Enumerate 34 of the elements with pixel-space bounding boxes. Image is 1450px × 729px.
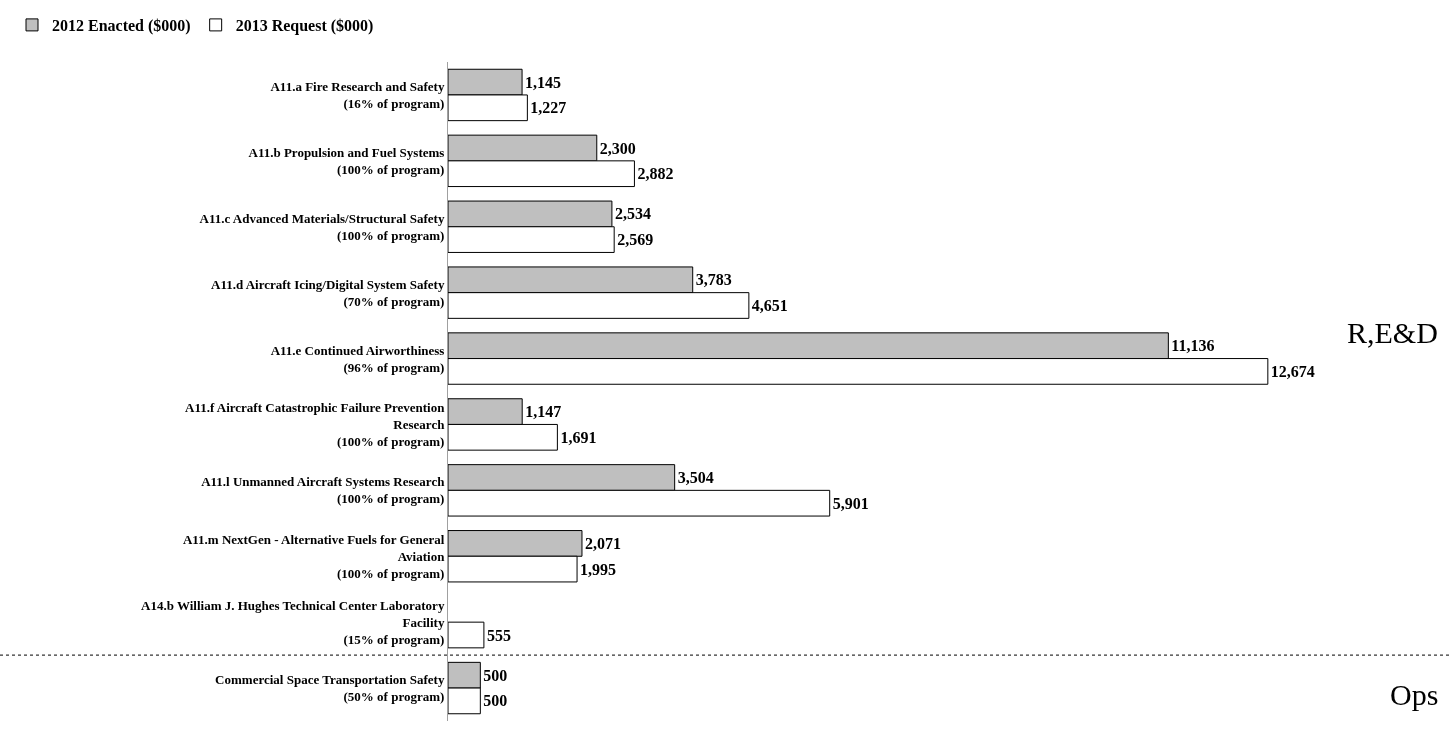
y-tick-label: A11.m NextGen - Alternative Fuels for General Aviation (100% of program) [182,531,446,581]
y-tick-label: Commercial Space Transportation Safety (50% of program) [215,672,445,705]
legend-label: 2013 Request ($000) [235,17,374,36]
data-label: 1,227 [530,99,567,117]
data-label: 4,651 [751,297,788,314]
text: R,E&D [1347,316,1438,349]
data-label: 3,783 [695,271,732,289]
data-label: 2,882 [637,165,674,183]
y-tick-label: A11.e Continued Airworthiness (96% of program) [270,342,445,375]
data-label: 2,071 [584,534,621,552]
legend-label: 2012 Enacted ($000) [52,17,191,36]
data-label: 2,534 [614,205,651,223]
data-label: 12,674 [1270,362,1315,380]
bar [448,621,485,649]
y-tick-label: A11.f Aircraft Catastrophic Failure Prevention Research (100% of program) [185,400,446,449]
text: Ops [1390,678,1439,711]
data-label: 1,145 [525,73,562,91]
y-tick-label: A11.a Fire Research and Safety (16% of program) [270,79,445,111]
y-tick-label: A11.d Aircraft Icing/Digital System Safety (70% of program) [211,276,445,309]
y-tick-label: A11.b Propulsion and Fuel Systems (100% of program) [248,144,445,177]
y-tick-label: A11.c Advanced Materials/Structural Safety (100% of program) [199,210,445,243]
y-tick-label: A14.b William J. Hughes Technical Center Laboratory Facility (15% of program) [141,597,445,647]
data-label: 555 [486,626,511,644]
y-tick-label: A11.l Unmanned Aircraft Systems Research (100% of program) [201,474,446,507]
data-label: 2,569 [617,231,654,249]
data-label: 11,136 [1171,337,1215,355]
data-label: 3,504 [677,469,714,486]
data-label: 500 [483,692,508,710]
data-label: 500 [483,666,508,684]
data-label: 2,300 [599,139,636,157]
data-label: 1,147 [525,403,562,421]
data-label: 5,901 [832,494,869,512]
data-label: 1,995 [580,560,617,578]
data-label: 1,691 [560,428,597,446]
